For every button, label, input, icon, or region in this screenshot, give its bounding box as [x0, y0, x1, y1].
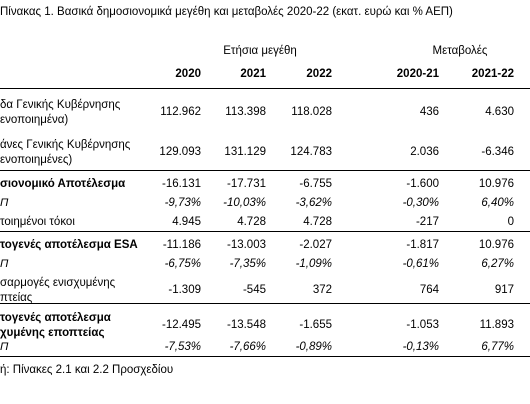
source-note: ή: Πίνακες 2.1 και 2.2 Προσχεδίου	[0, 364, 174, 376]
table-cell: 4.728	[303, 216, 332, 228]
row-label: τογενές αποτέλεσμα χυμένης εποπτείας	[0, 311, 111, 341]
table-cell: -0,61%	[402, 258, 439, 270]
table-cell: 11.893	[479, 319, 514, 331]
row-label-line: Π	[0, 341, 9, 353]
table-cell: 6,77%	[481, 341, 514, 353]
table-cell: -13.548	[226, 319, 266, 331]
table-cell: -217	[415, 216, 439, 228]
group-header-changes: Μεταβολές	[432, 45, 488, 57]
table-cell: -9,73%	[164, 197, 201, 209]
table-cell: 4.945	[172, 216, 201, 228]
table-cell: -1.309	[168, 284, 201, 296]
row-label: σαρμογές ενισχυμένης πτείας	[0, 276, 115, 306]
row-label: Π	[0, 257, 8, 272]
table-cell: 917	[494, 284, 514, 296]
table-cell: -10,03%	[223, 197, 266, 209]
table-cell: -0,30%	[402, 197, 439, 209]
rule-after-interest	[0, 231, 530, 232]
table-cell: 112.962	[160, 106, 201, 118]
row-label-line: τοιημένοι τόκοι	[0, 216, 75, 228]
row-label-line: σαρμογές ενισχυμένης	[0, 277, 116, 289]
column-header-2021: 2021	[240, 68, 266, 80]
table-cell: -0,13%	[402, 341, 439, 353]
table-cell: -6.755	[299, 178, 332, 190]
table-cell: -12.495	[161, 319, 201, 331]
table-cell: 436	[419, 106, 439, 118]
column-header-2021-22: 2021-22	[471, 68, 514, 80]
table-cell: -6,75%	[164, 258, 201, 270]
row-label-line: ενοποιημένα)	[0, 114, 69, 126]
table-cell: -6.346	[481, 146, 514, 158]
column-header-2020-21: 2020-21	[396, 68, 439, 80]
table-cell: -0,89%	[295, 341, 332, 353]
table-cell: -11.186	[162, 239, 201, 251]
row-label-line: χυμένης εποπτείας	[0, 327, 105, 339]
table-cell: 2.036	[410, 146, 439, 158]
table-cell: 4.630	[485, 106, 514, 118]
table-cell: -1.655	[299, 319, 332, 331]
column-header-2022: 2022	[306, 68, 332, 80]
table-title: Πίνακας 1. Βασικά δημοσιονομικά μεγέθη κ…	[0, 6, 453, 18]
row-label-line: ενοποιημένες)	[0, 154, 73, 166]
row-label-line: Π	[0, 197, 9, 209]
row-label: δα Γενικής Κυβέρνησης ενοποιημένα)	[0, 98, 120, 128]
row-label-line: άνες Γενικής Κυβέρνησης	[0, 139, 131, 151]
row-label: σιονομικό Αποτέλεσμα	[0, 177, 125, 192]
table-cell: 129.093	[159, 146, 201, 158]
row-label-line: πτείας	[0, 292, 33, 304]
rule-table-bottom	[0, 356, 530, 357]
row-label-line: τογενές αποτέλεσμα	[0, 312, 111, 324]
row-label: άνες Γενικής Κυβέρνησης ενοποιημένες)	[0, 138, 130, 168]
table-cell: 0	[507, 216, 514, 228]
rule-after-expenditure	[0, 170, 530, 171]
table-cell: 124.783	[290, 146, 332, 158]
column-header-2020: 2020	[175, 68, 201, 80]
table-cell: 10.976	[478, 178, 514, 190]
table-cell: -545	[242, 284, 266, 296]
row-label-line: τογενές αποτέλεσμα ESA	[0, 239, 138, 251]
table-cell: -1.600	[406, 178, 439, 190]
rule-under-header	[0, 88, 530, 89]
table-cell: -2.027	[299, 239, 332, 251]
table-cell: -1,09%	[295, 258, 332, 270]
table-cell: -16.131	[161, 178, 201, 190]
row-label: τοιημένοι τόκοι	[0, 215, 75, 230]
table-cell: -13.003	[226, 239, 266, 251]
table-cell: 6,40%	[481, 197, 514, 209]
table-cell: 764	[419, 284, 439, 296]
row-label-line: δα Γενικής Κυβέρνησης	[0, 99, 121, 111]
table-cell: 4.728	[237, 216, 266, 228]
table-cell: -7,66%	[229, 341, 266, 353]
row-label: Π	[0, 340, 8, 355]
row-label-line: Π	[0, 258, 9, 270]
table-cell: 10.976	[478, 239, 514, 251]
table-cell: -7,53%	[164, 341, 201, 353]
table-cell: 113.398	[225, 106, 266, 118]
row-label: Π	[0, 196, 8, 211]
row-label: τογενές αποτέλεσμα ESA	[0, 238, 138, 253]
table-cell: -7,35%	[229, 258, 266, 270]
table-cell: 372	[312, 284, 332, 296]
table-cell: -17.731	[226, 178, 266, 190]
row-label-line: σιονομικό Αποτέλεσμα	[0, 178, 126, 190]
table-cell: -1.053	[406, 319, 439, 331]
table-cell: 6,27%	[481, 258, 514, 270]
table-cell: -1.817	[406, 239, 439, 251]
table-cell: 118.028	[291, 106, 332, 118]
group-header-annual: Ετήσια μεγέθη	[223, 45, 297, 57]
table-cell: -3,62%	[295, 197, 332, 209]
rule-after-adjustments	[0, 303, 530, 304]
table-cell: 131.129	[224, 146, 266, 158]
